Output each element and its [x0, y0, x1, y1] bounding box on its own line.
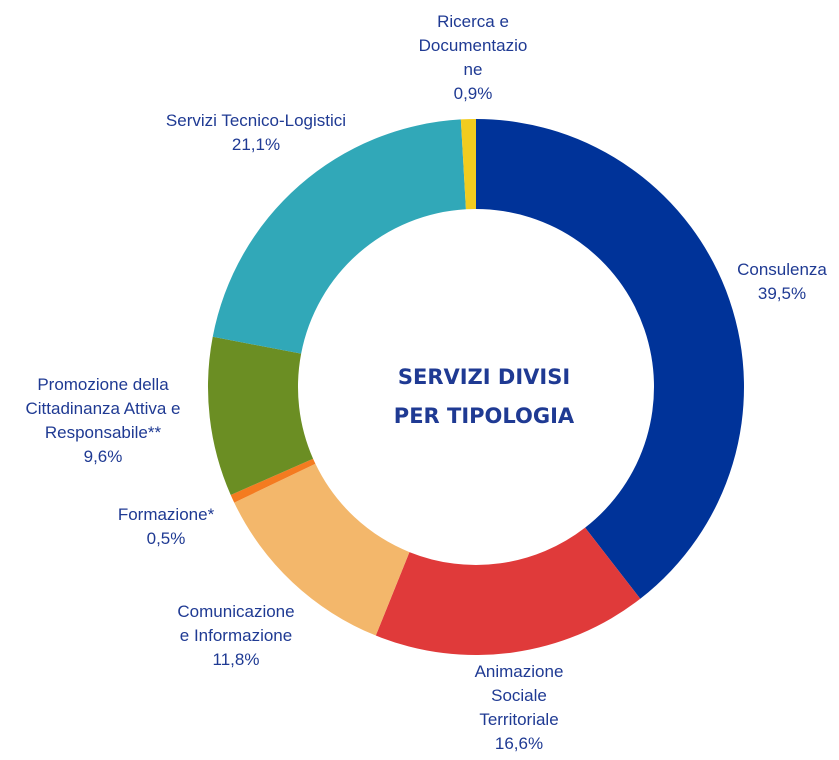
slice-category-label: Territoriale	[479, 710, 558, 729]
slice-value-label: 39,5%	[758, 284, 806, 303]
slice-value-label: 0,5%	[147, 529, 186, 548]
slice-value-label: 16,6%	[495, 734, 543, 753]
slice-value-label: 0,9%	[454, 84, 493, 103]
slice-category-label: Animazione	[475, 662, 564, 681]
slice-category-label: Promozione della	[37, 375, 169, 394]
slice-category-label: Consulenza	[737, 260, 827, 279]
slice-category-label: Formazione*	[118, 505, 215, 524]
slice-category-label: ne	[464, 60, 483, 79]
chart-title-line-2: PER TIPOLOGIA	[394, 404, 575, 428]
slice-category-label: Documentazio	[419, 36, 528, 55]
donut-slice	[212, 119, 466, 354]
slice-category-label: Comunicazione	[177, 602, 294, 621]
slice-category-label: Cittadinanza Attiva e	[26, 399, 181, 418]
slice-category-label: Responsabile**	[45, 423, 162, 442]
slice-value-label: 9,6%	[84, 447, 123, 466]
slice-category-label: e Informazione	[180, 626, 292, 645]
donut-slice	[460, 119, 476, 210]
chart-title-line-1: SERVIZI DIVISI	[398, 365, 570, 389]
slice-value-label: 21,1%	[232, 135, 280, 154]
donut-slice	[476, 119, 745, 599]
donut-slice	[230, 458, 316, 503]
donut-slice	[234, 463, 410, 636]
slice-labels: Consulenza 39,5% Animazione Sociale Territor…	[26, 12, 828, 753]
slice-category-label: Sociale	[491, 686, 547, 705]
donut-slice	[207, 336, 314, 495]
slice-category-label: Servizi Tecnico-Logistici	[166, 111, 346, 130]
slice-category-label: Ricerca e	[437, 12, 509, 31]
donut-slice	[375, 527, 641, 655]
donut-slices	[207, 119, 745, 655]
slice-value-label: 11,8%	[213, 650, 260, 669]
